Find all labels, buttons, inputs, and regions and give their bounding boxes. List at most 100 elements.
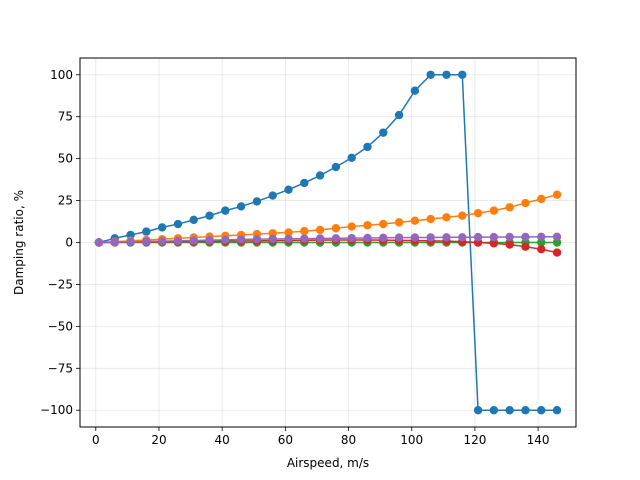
- data-point: [284, 234, 293, 244]
- data-point: [521, 232, 530, 242]
- data-point: [252, 197, 262, 206]
- data-point: [426, 233, 435, 242]
- data-point: [300, 234, 309, 243]
- x-ticks: 0 20 40 60 80 100 120 140: [92, 427, 550, 447]
- data-point: [315, 234, 325, 243]
- data-point: [126, 230, 135, 240]
- data-point: [284, 185, 293, 194]
- data-point: [458, 233, 467, 242]
- data-point: [489, 232, 499, 242]
- data-point: [284, 228, 293, 237]
- data-point: [521, 198, 530, 208]
- x-tick-label: 60: [278, 433, 293, 447]
- y-tick-label: −50: [48, 319, 73, 333]
- x-tick-label: 140: [527, 433, 550, 447]
- y-tick-label: −25: [48, 277, 73, 291]
- y-tick-label: 100: [50, 68, 73, 82]
- x-tick-label: 20: [151, 433, 166, 447]
- data-point: [442, 213, 451, 222]
- y-tick-label: 0: [65, 236, 73, 250]
- data-point: [537, 406, 546, 415]
- y-tick-label: 75: [58, 110, 73, 124]
- x-axis-label: Airspeed, m/s: [287, 456, 369, 470]
- data-point: [410, 86, 420, 95]
- data-point: [505, 240, 514, 249]
- data-point: [347, 233, 356, 243]
- data-point: [363, 233, 372, 243]
- data-point: [268, 234, 277, 244]
- data-point: [300, 178, 309, 188]
- data-point: [473, 406, 483, 415]
- data-point: [268, 191, 277, 200]
- data-point: [489, 206, 499, 215]
- data-point: [236, 235, 246, 244]
- data-point: [331, 234, 341, 243]
- data-point: [347, 222, 356, 231]
- data-point: [537, 194, 546, 204]
- data-point: [347, 153, 356, 162]
- data-point: [473, 208, 483, 218]
- data-point: [458, 211, 467, 220]
- y-tick-label: 25: [58, 194, 73, 208]
- x-tick-label: 100: [400, 433, 423, 447]
- grid: [80, 58, 576, 427]
- data-point: [442, 70, 451, 79]
- y-tick-label: 50: [58, 152, 73, 166]
- data-point: [173, 219, 183, 229]
- y-axis-label: Damping ratio, %: [12, 190, 26, 295]
- data-point: [394, 110, 404, 120]
- x-tick-label: 40: [215, 433, 230, 447]
- y-ticks: −100 −75 −50 −25 0 25 50 75 100: [40, 68, 80, 417]
- data-point: [489, 406, 499, 415]
- series-5: [94, 232, 562, 247]
- data-point: [110, 237, 119, 247]
- data-point: [426, 70, 435, 79]
- data-point: [394, 218, 404, 227]
- data-point: [142, 237, 151, 246]
- data-point: [157, 236, 167, 246]
- data-point: [300, 226, 309, 236]
- data-point: [189, 215, 198, 225]
- data-point: [205, 211, 214, 220]
- data-point: [505, 203, 514, 212]
- data-point: [489, 239, 499, 248]
- data-point: [142, 227, 151, 236]
- data-point: [473, 232, 483, 242]
- data-point: [236, 202, 246, 211]
- data-point: [331, 224, 341, 233]
- data-point: [379, 219, 388, 229]
- data-point: [363, 142, 372, 152]
- x-tick-label: 120: [463, 433, 486, 447]
- data-point: [521, 406, 530, 415]
- data-point: [379, 128, 388, 137]
- data-point: [442, 233, 451, 242]
- data-point: [426, 214, 435, 224]
- data-point: [252, 234, 262, 244]
- data-point: [221, 206, 230, 215]
- data-point: [379, 233, 388, 243]
- data-point: [363, 221, 372, 230]
- data-point: [552, 190, 562, 199]
- data-point: [552, 406, 562, 415]
- data-point: [315, 225, 325, 235]
- data-point: [331, 162, 341, 172]
- data-point: [94, 238, 104, 247]
- data-point: [505, 406, 514, 415]
- data-point: [505, 232, 514, 242]
- y-tick-label: −75: [48, 361, 73, 375]
- data-point: [537, 232, 546, 241]
- data-point: [315, 171, 325, 180]
- x-tick-label: 0: [92, 433, 100, 447]
- data-point: [205, 235, 214, 245]
- data-point: [552, 248, 562, 257]
- data-point: [537, 245, 546, 254]
- data-point: [394, 233, 404, 242]
- data-point: [173, 236, 183, 246]
- data-point: [126, 237, 135, 247]
- x-tick-label: 80: [341, 433, 356, 447]
- data-point: [521, 242, 530, 251]
- data-point: [410, 216, 420, 225]
- data-point: [458, 70, 467, 79]
- data-point: [189, 236, 198, 245]
